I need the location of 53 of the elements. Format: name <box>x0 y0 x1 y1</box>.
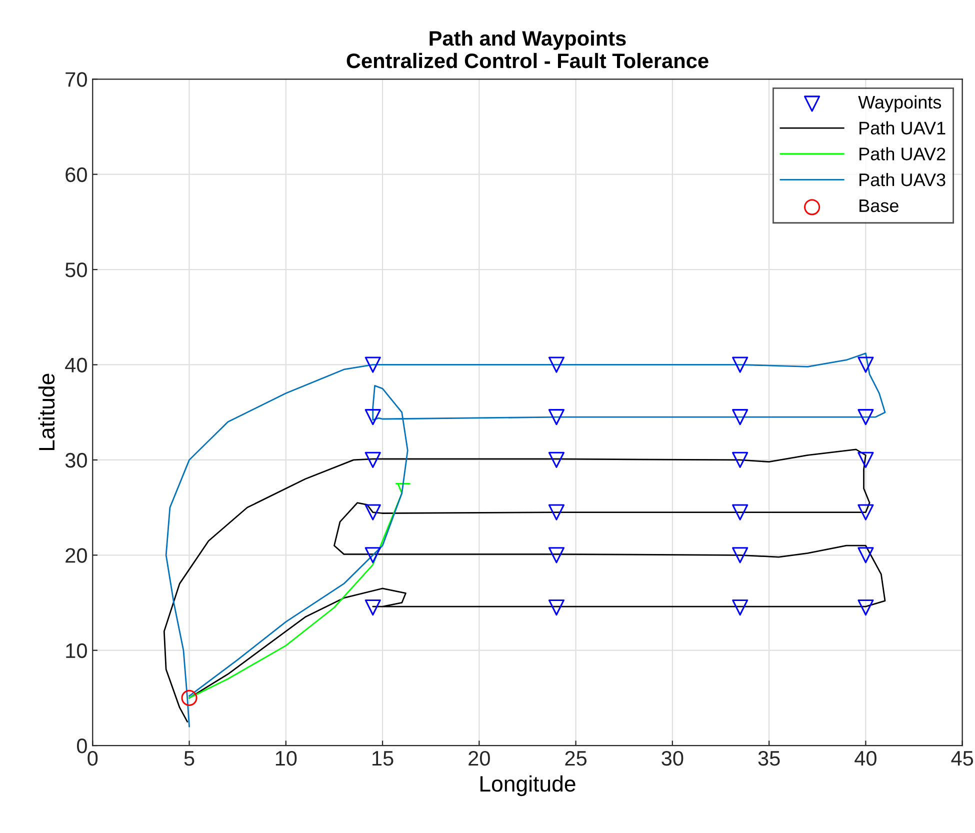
point <box>858 409 874 426</box>
legend-label: Path UAV2 <box>860 147 946 160</box>
legend-label: Waypoints <box>858 95 942 112</box>
x-tick-label: 40 <box>854 750 876 766</box>
point <box>732 599 748 616</box>
point <box>732 547 748 564</box>
x-tick-label: 5 <box>184 751 194 766</box>
point <box>548 356 565 373</box>
y-tick-label: 20 <box>66 548 87 563</box>
point <box>732 409 748 426</box>
x-tick-label: 0 <box>88 750 98 766</box>
point <box>732 452 748 468</box>
y-tick-label: 40 <box>65 358 87 372</box>
point <box>364 409 381 426</box>
line-series <box>165 352 886 728</box>
point <box>858 452 874 468</box>
point <box>181 690 198 706</box>
legend-label: Path UAV3 <box>860 172 946 186</box>
y-tick-label: 0 <box>76 738 87 754</box>
y-tick-label: 30 <box>65 452 87 468</box>
x-tick-label: 45 <box>951 751 974 766</box>
point <box>364 599 381 616</box>
x-tick-label: 30 <box>662 750 684 766</box>
y-axis-title: Latitude <box>38 374 55 450</box>
point <box>364 504 381 520</box>
x-tick-label: 15 <box>372 751 394 766</box>
point <box>858 599 874 616</box>
point <box>364 452 381 468</box>
point <box>364 547 381 564</box>
legend-label: Base <box>860 199 898 212</box>
point <box>858 547 874 564</box>
point <box>548 504 565 520</box>
point <box>732 504 748 520</box>
point <box>858 356 874 373</box>
point <box>858 504 874 520</box>
y-tick-label: 50 <box>65 262 87 278</box>
x-tick-label: 35 <box>758 750 780 766</box>
point <box>548 452 565 468</box>
line-series <box>163 448 886 722</box>
point <box>548 409 565 426</box>
x-tick-label: 25 <box>565 750 587 766</box>
point <box>732 356 748 373</box>
x-tick-label: 20 <box>468 750 490 766</box>
legend-label: Path UAV1 <box>860 121 946 135</box>
y-tick-label: 60 <box>66 167 87 182</box>
chart-title: Path and Waypoints Centralized Control - Fault Tolerance <box>346 30 708 68</box>
point <box>548 599 565 616</box>
x-tick-label: 10 <box>276 750 297 766</box>
point <box>364 356 381 373</box>
y-tick-label: 10 <box>66 643 87 658</box>
x-axis-title: Longitude <box>480 775 576 796</box>
y-tick-label: 70 <box>66 72 87 87</box>
point <box>548 547 565 564</box>
